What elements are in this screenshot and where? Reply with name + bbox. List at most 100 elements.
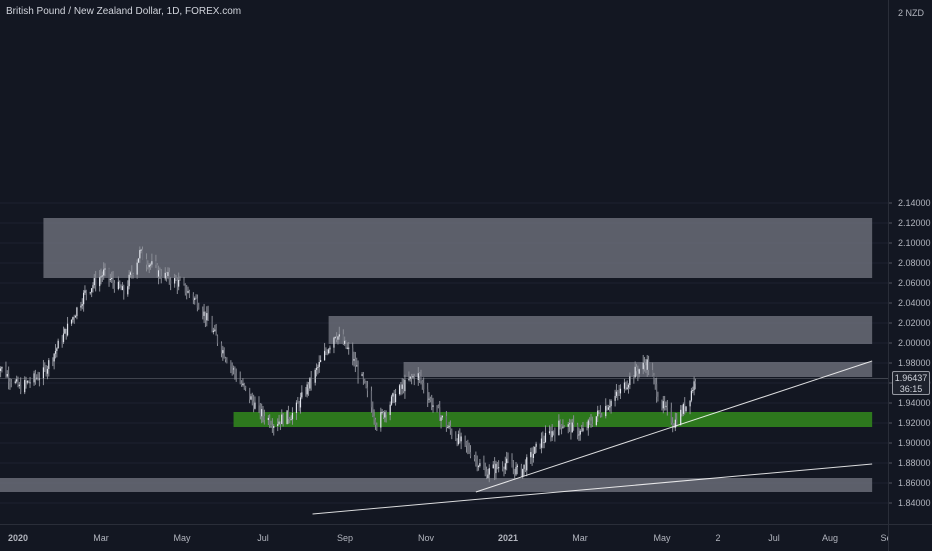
time-tick-label: Jul <box>257 533 269 543</box>
candle-body <box>254 402 256 409</box>
candle-body <box>571 422 573 433</box>
candle-body <box>506 458 508 464</box>
candle-body <box>307 384 310 389</box>
candle-body <box>439 407 441 421</box>
candle-body <box>552 431 555 433</box>
time-tick-label: 2021 <box>498 533 518 543</box>
candle-body <box>89 292 91 294</box>
candle-body <box>289 418 291 420</box>
candle-body <box>298 403 300 408</box>
current-price-label: 1.96437 <box>894 372 928 383</box>
candle-body <box>421 381 423 384</box>
time-tick-label: 2 <box>715 533 720 543</box>
candle-body <box>614 395 616 401</box>
candle-body <box>354 358 356 367</box>
candle-body <box>183 279 185 284</box>
candle-body <box>48 360 50 369</box>
trendline[interactable] <box>312 463 873 515</box>
candle-body <box>336 336 338 340</box>
price-tick-label: 2.00000 <box>898 338 931 348</box>
candle-body <box>253 401 255 409</box>
candle-body <box>429 398 431 400</box>
support-zone-green[interactable] <box>233 412 873 427</box>
candle-body <box>605 406 607 417</box>
candle-body <box>119 281 121 287</box>
candle-body <box>9 381 11 383</box>
candle-body <box>121 286 124 291</box>
candle-body <box>309 377 311 389</box>
candle-body <box>139 250 141 259</box>
candle-body <box>520 465 522 477</box>
candle-body <box>563 426 565 428</box>
time-tick-label: May <box>173 533 191 543</box>
candle-body <box>637 371 639 374</box>
candle-body <box>413 376 415 380</box>
candle-body <box>120 286 122 291</box>
price-chart[interactable] <box>0 0 888 524</box>
candle-body <box>645 365 647 370</box>
candle-body <box>578 434 580 436</box>
candle-body <box>598 410 600 412</box>
candle-body <box>269 417 271 425</box>
candle-body <box>526 457 528 471</box>
price-tick-label: 2.12000 <box>898 218 931 228</box>
resistance-zone-gray[interactable] <box>0 478 873 492</box>
candle-body <box>84 290 86 293</box>
candle-body <box>385 412 387 415</box>
candle-body <box>570 423 572 433</box>
price-axis[interactable]: 1.84000 1.86000 1.88000 1.90000 1.92000 1.940… <box>888 0 932 524</box>
candle-body <box>26 381 28 383</box>
candle-body <box>587 420 589 429</box>
candle-body <box>436 405 438 407</box>
candle-body <box>57 340 59 349</box>
candle-body <box>674 419 676 428</box>
candle-body <box>318 361 320 367</box>
candle-body <box>469 452 472 457</box>
candle-body <box>589 420 591 422</box>
candle-body <box>353 358 355 361</box>
candle-body <box>203 311 205 316</box>
candle-body <box>325 350 327 353</box>
time-axis[interactable]: 2020 Mar May Jul Sep Nov 2021 Mar May 2 Jul Aug Se <box>0 524 888 551</box>
candle-body <box>80 305 82 308</box>
candle-body <box>151 261 153 265</box>
candle-body <box>694 381 697 384</box>
candle-body <box>45 367 47 374</box>
candle-body <box>14 381 16 383</box>
chart-pane[interactable]: British Pound / New Zealand Dollar, 1D, … <box>0 0 888 524</box>
candle-body <box>83 292 85 305</box>
candle-body <box>104 268 106 270</box>
candle-body <box>131 272 133 274</box>
candle-body <box>626 387 628 389</box>
time-tick-label: Aug <box>822 533 838 543</box>
candle-body <box>155 261 157 265</box>
candle-body <box>609 406 611 408</box>
candle-body <box>483 463 485 470</box>
resistance-zone-gray[interactable] <box>43 218 873 278</box>
currency-label: 2 NZD <box>898 8 925 18</box>
time-tick-label: Mar <box>93 533 109 543</box>
price-tick-label: 2.06000 <box>898 278 931 288</box>
candle-body <box>657 396 659 401</box>
candle-body <box>599 411 601 416</box>
candle-body <box>523 464 525 469</box>
candle-body <box>108 268 110 280</box>
candle-body <box>441 415 443 418</box>
candle-body <box>579 430 581 435</box>
candle-body <box>629 376 631 385</box>
candle-body <box>6 374 8 377</box>
candle-body <box>99 277 101 287</box>
candle-body <box>290 419 292 421</box>
trendline[interactable] <box>475 360 873 493</box>
candle-body <box>333 337 335 348</box>
candle-body <box>488 468 490 475</box>
candle-body <box>661 400 663 409</box>
resistance-zone-gray[interactable] <box>328 316 873 344</box>
candle-body <box>249 387 251 400</box>
candle-body <box>692 390 694 392</box>
candle-body <box>287 410 290 419</box>
candle-body <box>615 391 618 396</box>
candle-body <box>540 438 543 448</box>
candle-body <box>408 378 410 380</box>
candle-body <box>73 317 75 319</box>
